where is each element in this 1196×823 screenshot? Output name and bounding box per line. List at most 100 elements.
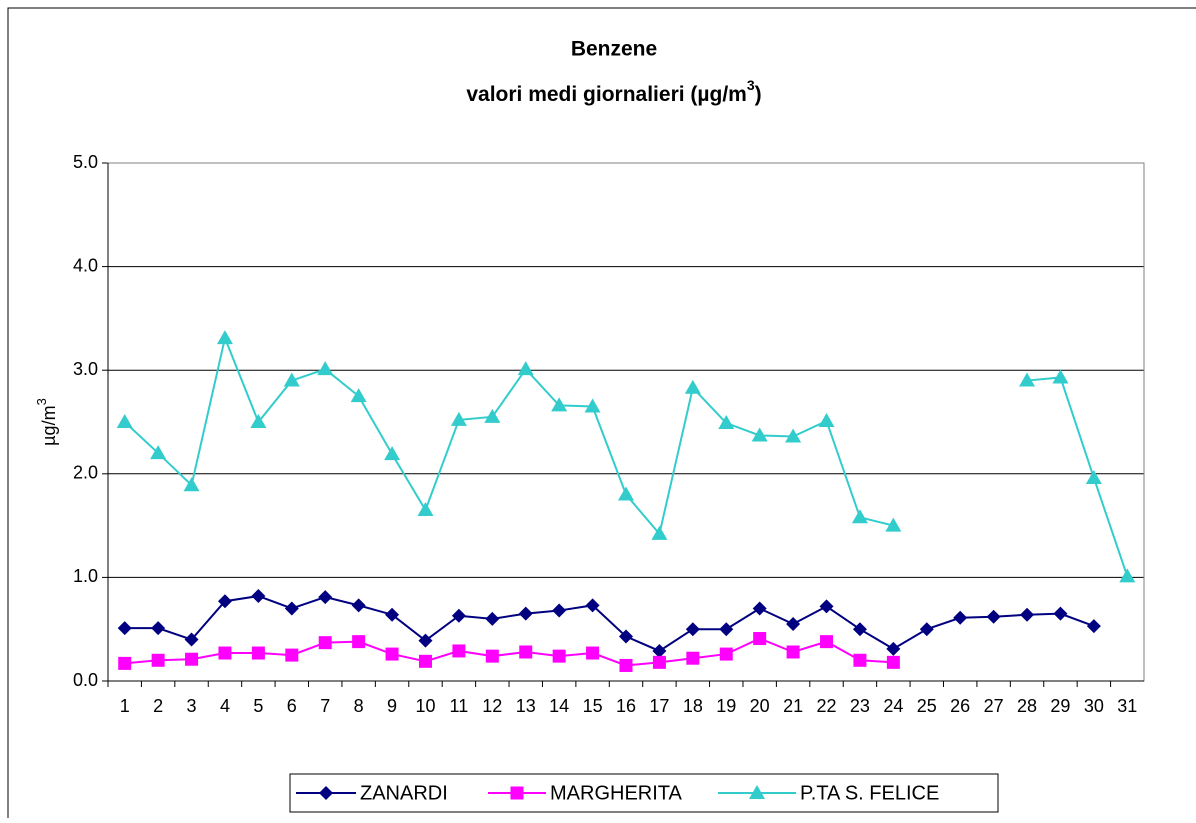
subtitle-text: ) xyxy=(755,83,762,106)
series-line xyxy=(124,334,1129,577)
marker-diamond xyxy=(1053,606,1068,621)
chart-title: Benzene xyxy=(571,38,657,61)
marker-square xyxy=(786,645,800,659)
marker-triangle xyxy=(317,361,334,376)
marker-square xyxy=(151,653,165,667)
marker-square xyxy=(185,652,199,666)
marker-square xyxy=(820,635,834,649)
x-tick-label: 11 xyxy=(450,696,469,716)
marker-diamond xyxy=(418,633,433,648)
marker-diamond xyxy=(485,611,500,626)
chart-frame xyxy=(7,7,1196,823)
marker-square xyxy=(519,645,533,659)
x-tick-label: 22 xyxy=(817,696,837,716)
x-tick-label: 17 xyxy=(649,696,669,716)
x-tick-label: 31 xyxy=(1117,696,1137,716)
marker-square xyxy=(118,656,132,670)
x-tick-label: 1 xyxy=(120,696,130,716)
marker-square xyxy=(385,647,399,661)
marker-triangle xyxy=(1019,372,1036,387)
x-tick-label: 10 xyxy=(415,696,435,716)
marker-diamond xyxy=(319,786,333,800)
marker-square xyxy=(853,653,867,667)
legend-box xyxy=(289,773,999,813)
x-tick-label: 23 xyxy=(850,696,870,716)
marker-square xyxy=(652,655,666,669)
x-tick-label: 30 xyxy=(1084,696,1104,716)
marker-square xyxy=(452,644,466,658)
x-tick-label: 27 xyxy=(984,696,1004,716)
marker-square xyxy=(719,647,733,661)
marker-diamond xyxy=(585,598,600,613)
marker-diamond xyxy=(685,622,700,637)
x-tick-label: 16 xyxy=(616,696,636,716)
marker-square xyxy=(886,655,900,669)
x-tick-label: 13 xyxy=(516,696,536,716)
x-tick-label: 28 xyxy=(1017,696,1037,716)
marker-square xyxy=(586,646,600,660)
marker-diamond xyxy=(217,594,232,609)
marker-diamond xyxy=(552,603,567,618)
marker-square xyxy=(686,651,700,665)
y-tick-label: 2.0 xyxy=(73,463,98,483)
marker-diamond xyxy=(652,643,667,658)
marker-triangle xyxy=(116,414,133,428)
marker-diamond xyxy=(1086,619,1101,634)
marker-triangle xyxy=(749,785,765,799)
marker-triangle xyxy=(751,427,768,442)
x-tick-label: 29 xyxy=(1050,696,1070,716)
y-axis-label: µg/m3 xyxy=(34,398,58,446)
x-tick-label: 15 xyxy=(583,696,603,716)
marker-triangle xyxy=(651,525,668,540)
y-tick-label: 3.0 xyxy=(73,359,98,379)
x-tick-label: 20 xyxy=(750,696,770,716)
marker-triangle xyxy=(517,361,534,376)
x-tick-label: 26 xyxy=(950,696,970,716)
marker-diamond xyxy=(184,632,199,647)
x-tick-label: 7 xyxy=(320,696,330,716)
legend-label: MARGHERITA xyxy=(550,782,683,804)
marker-square xyxy=(552,649,566,663)
marker-triangle xyxy=(417,502,434,517)
marker-triangle xyxy=(250,414,267,428)
marker-diamond xyxy=(518,606,533,621)
x-tick-label: 12 xyxy=(482,696,502,716)
marker-diamond xyxy=(284,601,299,616)
marker-triangle xyxy=(384,446,401,461)
x-tick-label: 4 xyxy=(220,696,230,716)
marker-triangle xyxy=(150,445,167,460)
marker-triangle xyxy=(1119,568,1136,583)
x-tick-label: 3 xyxy=(187,696,197,716)
marker-diamond xyxy=(852,622,867,637)
legend-label: P.TA S. FELICE xyxy=(800,782,939,804)
marker-diamond xyxy=(752,601,767,616)
x-tick-label: 18 xyxy=(683,696,703,716)
marker-triangle xyxy=(1052,369,1069,384)
x-tick-label: 14 xyxy=(549,696,569,716)
marker-diamond xyxy=(919,622,934,637)
marker-square xyxy=(318,636,332,650)
marker-diamond xyxy=(619,629,633,644)
x-tick-label: 8 xyxy=(354,696,364,716)
marker-square xyxy=(485,649,499,663)
marker-square xyxy=(251,646,265,660)
marker-square xyxy=(619,658,633,672)
marker-diamond xyxy=(953,610,968,625)
legend-label: ZANARDI xyxy=(360,782,448,804)
marker-diamond xyxy=(318,590,333,605)
marker-triangle xyxy=(818,412,835,427)
series-line xyxy=(124,595,1095,653)
marker-triangle xyxy=(350,388,367,403)
marker-square xyxy=(218,646,232,660)
marker-square xyxy=(510,786,524,800)
marker-diamond xyxy=(1020,607,1035,622)
marker-square xyxy=(753,632,767,646)
marker-triangle xyxy=(584,398,601,413)
subtitle-sup: 3 xyxy=(747,77,755,93)
x-tick-label: 6 xyxy=(287,696,297,716)
marker-triangle xyxy=(718,415,735,430)
marker-square xyxy=(352,635,366,649)
marker-diamond xyxy=(819,599,834,614)
chart-subtitle: valori medi giornalieri (µg/m3) xyxy=(466,77,761,106)
